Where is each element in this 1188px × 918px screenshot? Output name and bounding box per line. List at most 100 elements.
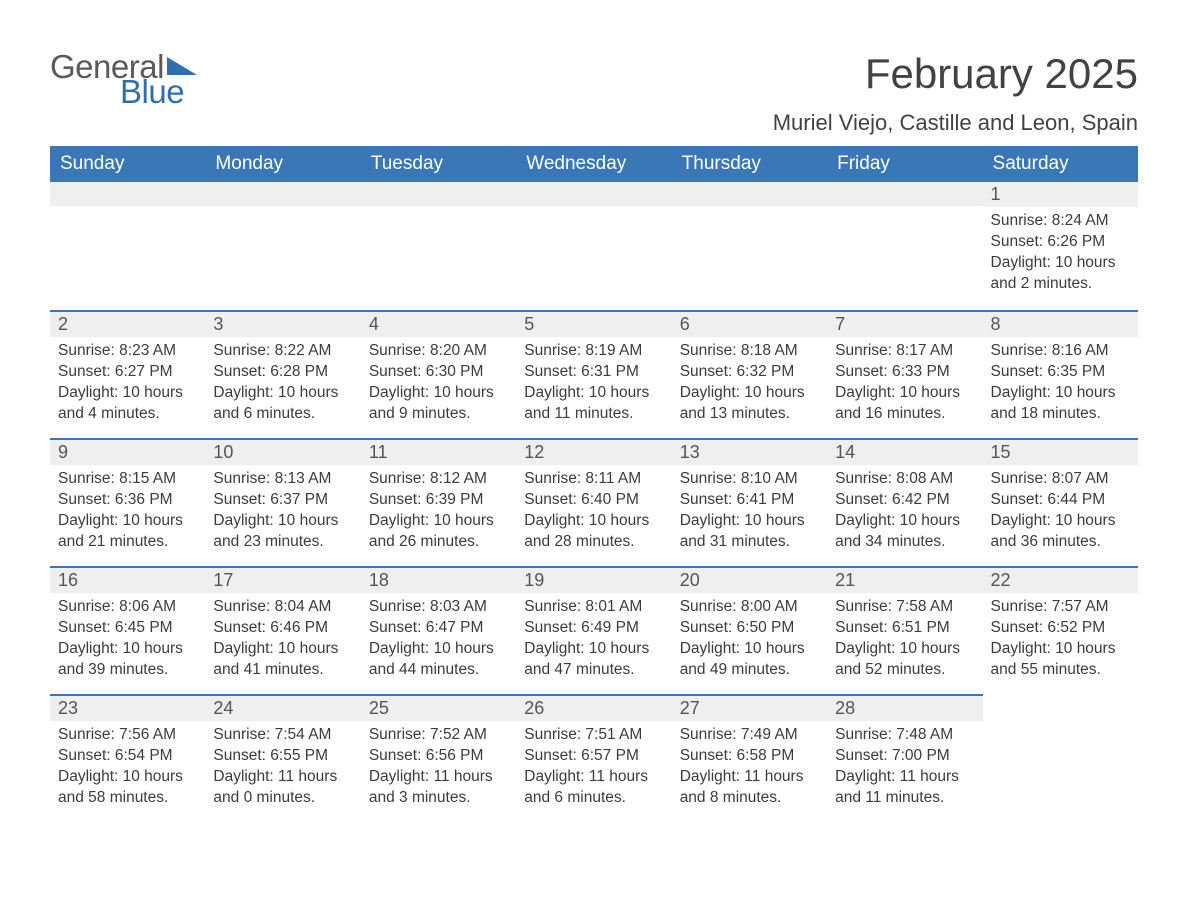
- calendar-cell: 27Sunrise: 7:49 AMSunset: 6:58 PMDayligh…: [672, 694, 827, 822]
- sunset-line: Sunset: 6:26 PM: [991, 232, 1130, 253]
- weekday-header: Friday: [827, 146, 982, 182]
- calendar-cell: [672, 182, 827, 310]
- empty-day-header: [205, 182, 360, 206]
- calendar-cell: [361, 182, 516, 310]
- sunrise-line: Sunrise: 8:12 AM: [369, 469, 508, 490]
- day-number: 5: [516, 310, 671, 337]
- day-number: 16: [50, 566, 205, 593]
- daylight-line: Daylight: 10 hours and 28 minutes.: [524, 511, 663, 553]
- daylight-line: Daylight: 10 hours and 41 minutes.: [213, 639, 352, 681]
- day-details: Sunrise: 8:06 AMSunset: 6:45 PMDaylight:…: [50, 593, 205, 689]
- day-details: Sunrise: 7:54 AMSunset: 6:55 PMDaylight:…: [205, 721, 360, 817]
- sunset-line: Sunset: 7:00 PM: [835, 746, 974, 767]
- calendar-cell: 19Sunrise: 8:01 AMSunset: 6:49 PMDayligh…: [516, 566, 671, 694]
- sunset-line: Sunset: 6:45 PM: [58, 618, 197, 639]
- sunrise-line: Sunrise: 7:49 AM: [680, 725, 819, 746]
- sunrise-line: Sunrise: 8:10 AM: [680, 469, 819, 490]
- sunset-line: Sunset: 6:46 PM: [213, 618, 352, 639]
- sunset-line: Sunset: 6:57 PM: [524, 746, 663, 767]
- calendar-cell: [983, 694, 1138, 822]
- day-number: 24: [205, 694, 360, 721]
- daylight-line: Daylight: 10 hours and 26 minutes.: [369, 511, 508, 553]
- day-number: 7: [827, 310, 982, 337]
- weekday-header: Sunday: [50, 146, 205, 182]
- sunset-line: Sunset: 6:58 PM: [680, 746, 819, 767]
- sunrise-line: Sunrise: 8:08 AM: [835, 469, 974, 490]
- day-details: Sunrise: 8:17 AMSunset: 6:33 PMDaylight:…: [827, 337, 982, 433]
- calendar-cell: 5Sunrise: 8:19 AMSunset: 6:31 PMDaylight…: [516, 310, 671, 438]
- weekday-header: Wednesday: [516, 146, 671, 182]
- sunrise-line: Sunrise: 7:54 AM: [213, 725, 352, 746]
- weekday-header: Saturday: [983, 146, 1138, 182]
- month-title: February 2025: [773, 50, 1138, 98]
- day-number: 14: [827, 438, 982, 465]
- sunset-line: Sunset: 6:27 PM: [58, 362, 197, 383]
- day-details: Sunrise: 8:24 AMSunset: 6:26 PMDaylight:…: [983, 207, 1138, 303]
- sunset-line: Sunset: 6:42 PM: [835, 490, 974, 511]
- day-number: 1: [983, 182, 1138, 207]
- sunrise-line: Sunrise: 8:18 AM: [680, 341, 819, 362]
- weekday-header: Thursday: [672, 146, 827, 182]
- calendar-cell: 24Sunrise: 7:54 AMSunset: 6:55 PMDayligh…: [205, 694, 360, 822]
- daylight-line: Daylight: 10 hours and 2 minutes.: [991, 253, 1130, 295]
- day-number: 28: [827, 694, 982, 721]
- day-number: 4: [361, 310, 516, 337]
- day-number: 22: [983, 566, 1138, 593]
- sunrise-line: Sunrise: 8:07 AM: [991, 469, 1130, 490]
- calendar-cell: 25Sunrise: 7:52 AMSunset: 6:56 PMDayligh…: [361, 694, 516, 822]
- calendar-cell: 4Sunrise: 8:20 AMSunset: 6:30 PMDaylight…: [361, 310, 516, 438]
- sunset-line: Sunset: 6:47 PM: [369, 618, 508, 639]
- sunset-line: Sunset: 6:40 PM: [524, 490, 663, 511]
- sunset-line: Sunset: 6:30 PM: [369, 362, 508, 383]
- sunrise-line: Sunrise: 8:03 AM: [369, 597, 508, 618]
- calendar-cell: 10Sunrise: 8:13 AMSunset: 6:37 PMDayligh…: [205, 438, 360, 566]
- daylight-line: Daylight: 10 hours and 13 minutes.: [680, 383, 819, 425]
- day-details: Sunrise: 7:49 AMSunset: 6:58 PMDaylight:…: [672, 721, 827, 817]
- empty-day-header: [516, 182, 671, 206]
- daylight-line: Daylight: 11 hours and 8 minutes.: [680, 767, 819, 809]
- calendar-cell: 9Sunrise: 8:15 AMSunset: 6:36 PMDaylight…: [50, 438, 205, 566]
- day-details: Sunrise: 7:57 AMSunset: 6:52 PMDaylight:…: [983, 593, 1138, 689]
- sunrise-line: Sunrise: 8:13 AM: [213, 469, 352, 490]
- weekday-header: Tuesday: [361, 146, 516, 182]
- day-number: 3: [205, 310, 360, 337]
- calendar-week-row: 1Sunrise: 8:24 AMSunset: 6:26 PMDaylight…: [50, 182, 1138, 310]
- sunrise-line: Sunrise: 8:00 AM: [680, 597, 819, 618]
- sunset-line: Sunset: 6:56 PM: [369, 746, 508, 767]
- calendar-cell: 20Sunrise: 8:00 AMSunset: 6:50 PMDayligh…: [672, 566, 827, 694]
- daylight-line: Daylight: 11 hours and 3 minutes.: [369, 767, 508, 809]
- day-details: Sunrise: 8:13 AMSunset: 6:37 PMDaylight:…: [205, 465, 360, 561]
- sunrise-line: Sunrise: 8:22 AM: [213, 341, 352, 362]
- calendar-week-row: 9Sunrise: 8:15 AMSunset: 6:36 PMDaylight…: [50, 438, 1138, 566]
- sunrise-line: Sunrise: 7:51 AM: [524, 725, 663, 746]
- day-number: 15: [983, 438, 1138, 465]
- day-details: Sunrise: 7:51 AMSunset: 6:57 PMDaylight:…: [516, 721, 671, 817]
- sunset-line: Sunset: 6:52 PM: [991, 618, 1130, 639]
- sunrise-line: Sunrise: 8:04 AM: [213, 597, 352, 618]
- day-details: Sunrise: 8:01 AMSunset: 6:49 PMDaylight:…: [516, 593, 671, 689]
- empty-day-header: [827, 182, 982, 206]
- weekday-header-row: Sunday Monday Tuesday Wednesday Thursday…: [50, 146, 1138, 182]
- sunset-line: Sunset: 6:39 PM: [369, 490, 508, 511]
- calendar-cell: 21Sunrise: 7:58 AMSunset: 6:51 PMDayligh…: [827, 566, 982, 694]
- calendar-cell: 17Sunrise: 8:04 AMSunset: 6:46 PMDayligh…: [205, 566, 360, 694]
- day-number: 27: [672, 694, 827, 721]
- logo-word-blue: Blue: [120, 75, 197, 108]
- sunrise-line: Sunrise: 8:24 AM: [991, 211, 1130, 232]
- day-details: Sunrise: 8:23 AMSunset: 6:27 PMDaylight:…: [50, 337, 205, 433]
- day-details: Sunrise: 7:58 AMSunset: 6:51 PMDaylight:…: [827, 593, 982, 689]
- weekday-header: Monday: [205, 146, 360, 182]
- sunset-line: Sunset: 6:41 PM: [680, 490, 819, 511]
- sunset-line: Sunset: 6:37 PM: [213, 490, 352, 511]
- daylight-line: Daylight: 11 hours and 6 minutes.: [524, 767, 663, 809]
- sunset-line: Sunset: 6:55 PM: [213, 746, 352, 767]
- location-text: Muriel Viejo, Castille and Leon, Spain: [773, 110, 1138, 136]
- day-details: Sunrise: 8:19 AMSunset: 6:31 PMDaylight:…: [516, 337, 671, 433]
- day-number: 6: [672, 310, 827, 337]
- calendar-cell: 2Sunrise: 8:23 AMSunset: 6:27 PMDaylight…: [50, 310, 205, 438]
- day-number: 23: [50, 694, 205, 721]
- calendar-cell: [516, 182, 671, 310]
- calendar-cell: 23Sunrise: 7:56 AMSunset: 6:54 PMDayligh…: [50, 694, 205, 822]
- daylight-line: Daylight: 10 hours and 23 minutes.: [213, 511, 352, 553]
- day-number: 18: [361, 566, 516, 593]
